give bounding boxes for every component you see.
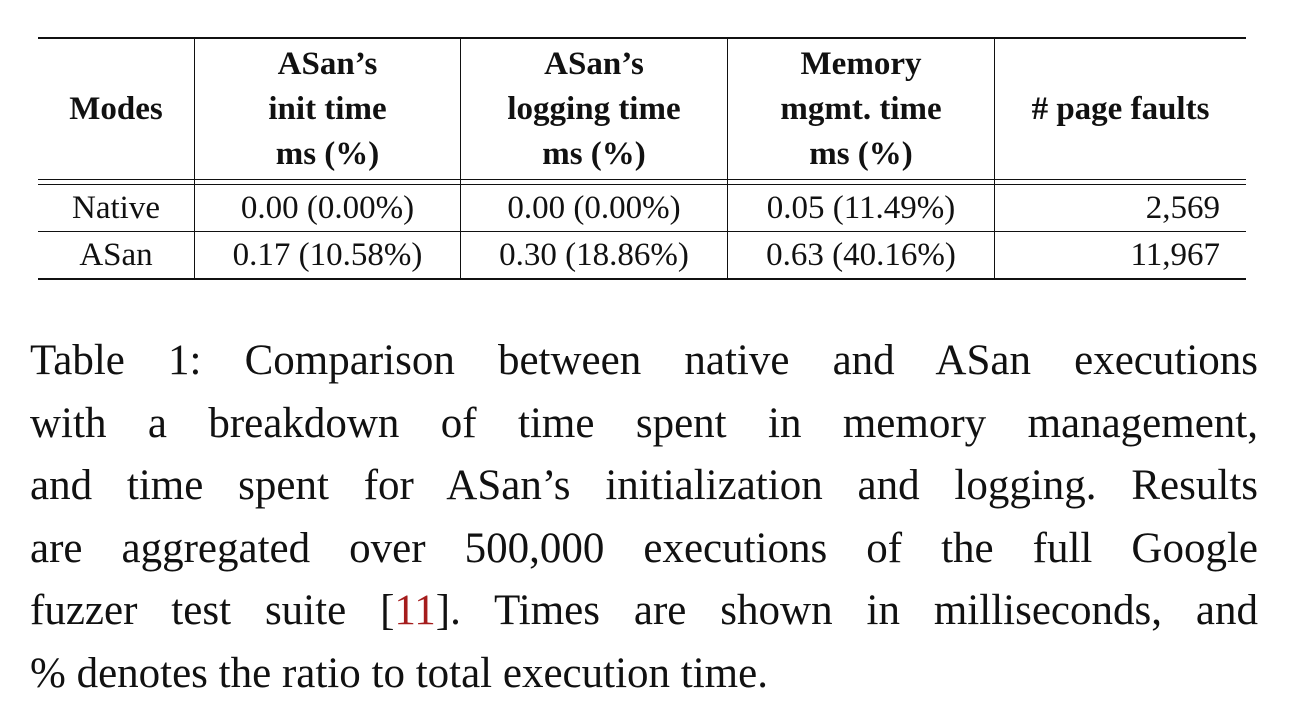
header-line: ms (%) <box>809 135 913 172</box>
header-double-rule <box>38 179 1246 185</box>
results-table-container: Modes ASan’s init time ms (%) ASan’s log… <box>38 37 1246 280</box>
table-header-row: Modes ASan’s init time ms (%) ASan’s log… <box>38 37 1246 180</box>
caption-text: fuzzer test suite [ <box>30 587 395 634</box>
caption-line: with a breakdown of time spent in memory… <box>30 399 1258 447</box>
citation-link[interactable]: 11 <box>394 587 436 634</box>
caption-line: and time spent for ASan’s initialization… <box>30 462 1258 509</box>
header-line: ms (%) <box>542 135 646 172</box>
header-init-time: ASan’s init time ms (%) <box>194 37 461 180</box>
header-line: mgmt. time <box>780 90 942 127</box>
header-memory-time: Memory mgmt. time ms (%) <box>727 37 995 180</box>
table-row: Native 0.00 (0.00%) 0.00 (0.00%) 0.05 (1… <box>38 184 1246 232</box>
header-line: Memory <box>800 45 922 82</box>
header-line: Modes <box>69 90 163 127</box>
cell-init-time: 0.17 (10.58%) <box>194 231 461 280</box>
rule-cell <box>994 179 1246 185</box>
table-row: ASan 0.17 (10.58%) 0.30 (18.86%) 0.63 (4… <box>38 231 1246 280</box>
caption-line: fuzzer test suite [11]. Times are shown … <box>30 580 1258 643</box>
header-line: ms (%) <box>275 135 380 172</box>
caption-line: are aggregated over 500,000 executions o… <box>30 524 1258 572</box>
cell-memory-time: 0.63 (40.16%) <box>727 231 995 280</box>
cell-init-time: 0.00 (0.00%) <box>194 184 461 232</box>
caption-line: Table 1: Comparison between native and A… <box>30 337 1258 384</box>
header-line: # page faults <box>1031 90 1210 127</box>
cell-logging-time: 0.30 (18.86%) <box>460 231 728 280</box>
rule-cell <box>194 179 461 185</box>
header-line: init time <box>268 90 387 127</box>
caption-line: % denotes the ratio to total execution t… <box>30 649 768 697</box>
rule-cell <box>727 179 995 185</box>
cell-memory-time: 0.05 (11.49%) <box>727 184 995 232</box>
rule-cell <box>38 179 195 185</box>
header-modes: Modes <box>38 37 195 180</box>
cell-page-faults: 11,967 <box>994 231 1246 280</box>
caption-text: ]. Times are shown in milliseconds, and <box>435 587 1258 634</box>
rule-cell <box>460 179 728 185</box>
header-page-faults: # page faults <box>994 37 1246 180</box>
cell-mode: Native <box>38 184 195 232</box>
cell-logging-time: 0.00 (0.00%) <box>460 184 728 232</box>
cell-page-faults: 2,569 <box>1145 189 1220 226</box>
header-logging-time: ASan’s logging time ms (%) <box>460 37 728 180</box>
header-line: ASan’s <box>544 45 644 82</box>
table-caption: Table 1: Comparison between native and A… <box>30 330 1258 705</box>
results-table: Modes ASan’s init time ms (%) ASan’s log… <box>38 37 1246 280</box>
cell-mode: ASan <box>38 231 195 280</box>
header-line: logging time <box>507 90 681 127</box>
header-line: ASan’s <box>277 45 378 82</box>
